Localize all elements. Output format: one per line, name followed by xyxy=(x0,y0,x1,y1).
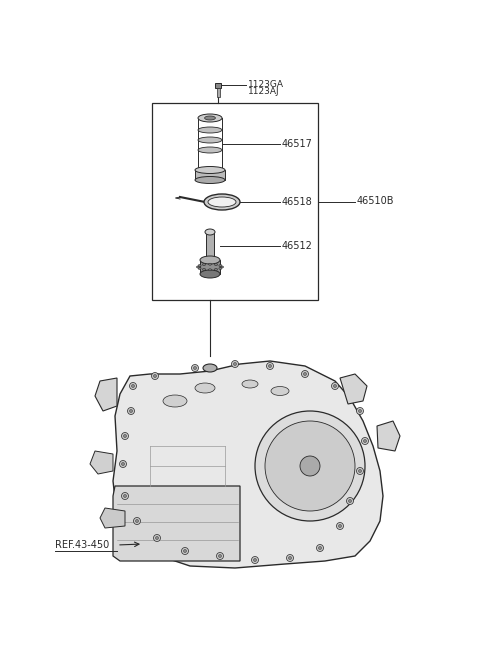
Bar xyxy=(206,232,214,260)
Text: 46517: 46517 xyxy=(282,139,313,149)
Bar xyxy=(215,83,221,88)
Ellipse shape xyxy=(154,534,160,542)
Ellipse shape xyxy=(271,386,289,396)
Ellipse shape xyxy=(121,462,124,466)
Ellipse shape xyxy=(132,384,134,388)
Ellipse shape xyxy=(133,517,141,525)
Ellipse shape xyxy=(192,364,199,371)
Ellipse shape xyxy=(288,557,291,559)
Bar xyxy=(152,103,318,300)
Ellipse shape xyxy=(135,519,139,523)
Ellipse shape xyxy=(195,166,225,174)
Ellipse shape xyxy=(233,362,237,365)
Ellipse shape xyxy=(219,265,222,267)
Polygon shape xyxy=(100,508,125,528)
Ellipse shape xyxy=(154,375,156,377)
Ellipse shape xyxy=(319,546,322,550)
Ellipse shape xyxy=(198,267,201,269)
Ellipse shape xyxy=(123,495,127,498)
Ellipse shape xyxy=(252,557,259,563)
Ellipse shape xyxy=(196,266,200,268)
Ellipse shape xyxy=(183,550,187,553)
Ellipse shape xyxy=(195,383,215,393)
Ellipse shape xyxy=(128,407,134,415)
Text: 1123GA: 1123GA xyxy=(248,80,284,89)
Polygon shape xyxy=(90,451,113,474)
Polygon shape xyxy=(113,361,383,568)
Ellipse shape xyxy=(203,263,205,265)
Ellipse shape xyxy=(208,269,212,271)
Ellipse shape xyxy=(332,383,338,390)
Ellipse shape xyxy=(336,523,344,529)
Polygon shape xyxy=(340,374,367,404)
Ellipse shape xyxy=(266,362,274,369)
Ellipse shape xyxy=(359,409,361,413)
Text: REF.43-450: REF.43-450 xyxy=(55,540,109,550)
Ellipse shape xyxy=(287,555,293,561)
Ellipse shape xyxy=(200,256,220,264)
Text: 46518: 46518 xyxy=(282,197,313,207)
Ellipse shape xyxy=(152,373,158,379)
Ellipse shape xyxy=(203,364,217,372)
Ellipse shape xyxy=(203,269,205,271)
Ellipse shape xyxy=(334,384,336,388)
Ellipse shape xyxy=(123,434,127,438)
Ellipse shape xyxy=(121,432,129,440)
Ellipse shape xyxy=(359,470,361,472)
Ellipse shape xyxy=(195,176,225,183)
Ellipse shape xyxy=(208,197,236,207)
Ellipse shape xyxy=(130,383,136,390)
Ellipse shape xyxy=(198,114,222,122)
Ellipse shape xyxy=(208,263,212,265)
Ellipse shape xyxy=(198,147,222,153)
Ellipse shape xyxy=(200,270,220,278)
Ellipse shape xyxy=(198,265,201,267)
Bar xyxy=(216,88,219,97)
Ellipse shape xyxy=(218,555,221,557)
Ellipse shape xyxy=(204,194,240,210)
Ellipse shape xyxy=(231,360,239,367)
Ellipse shape xyxy=(303,373,307,375)
Ellipse shape xyxy=(156,536,158,540)
Ellipse shape xyxy=(193,367,196,369)
Ellipse shape xyxy=(348,500,351,502)
Ellipse shape xyxy=(216,553,224,559)
Ellipse shape xyxy=(268,364,272,367)
Ellipse shape xyxy=(163,395,187,407)
Ellipse shape xyxy=(361,438,369,445)
Ellipse shape xyxy=(242,380,258,388)
Ellipse shape xyxy=(347,498,353,504)
Ellipse shape xyxy=(204,116,216,120)
Polygon shape xyxy=(377,421,400,451)
Polygon shape xyxy=(113,486,240,561)
Ellipse shape xyxy=(205,229,215,235)
Polygon shape xyxy=(95,378,117,411)
Ellipse shape xyxy=(357,468,363,474)
Ellipse shape xyxy=(220,266,224,268)
Ellipse shape xyxy=(120,460,127,468)
Ellipse shape xyxy=(338,525,341,527)
Ellipse shape xyxy=(363,440,367,443)
Ellipse shape xyxy=(357,407,363,415)
Text: 46510B: 46510B xyxy=(357,196,395,206)
Ellipse shape xyxy=(121,493,129,500)
Ellipse shape xyxy=(300,456,320,476)
Ellipse shape xyxy=(181,548,189,555)
Bar xyxy=(200,260,220,274)
Ellipse shape xyxy=(219,267,222,269)
Ellipse shape xyxy=(265,421,355,511)
Ellipse shape xyxy=(316,544,324,552)
Ellipse shape xyxy=(130,409,132,413)
Ellipse shape xyxy=(255,411,365,521)
Ellipse shape xyxy=(253,559,256,561)
Ellipse shape xyxy=(215,263,217,265)
Ellipse shape xyxy=(198,127,222,133)
Ellipse shape xyxy=(301,371,309,377)
Ellipse shape xyxy=(198,137,222,143)
Ellipse shape xyxy=(215,269,217,271)
Bar xyxy=(195,170,225,180)
Text: 46512: 46512 xyxy=(282,241,313,251)
Text: 1123AJ: 1123AJ xyxy=(248,88,280,96)
